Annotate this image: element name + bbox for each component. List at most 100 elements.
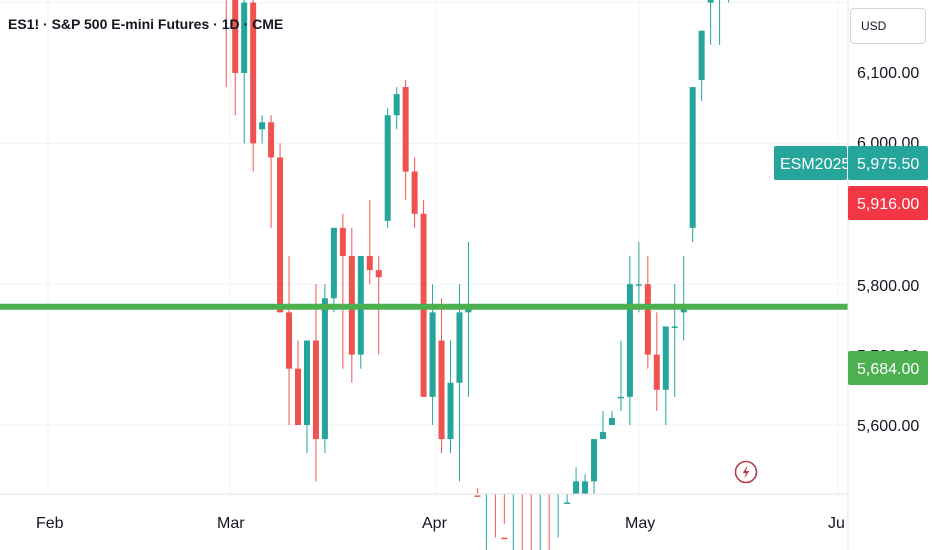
candle — [626, 256, 633, 425]
candlestick-series — [225, 0, 730, 550]
horizontal-levels[interactable] — [0, 0, 848, 310]
candle — [689, 87, 696, 242]
candle — [402, 80, 409, 200]
candle — [241, 0, 248, 144]
candle-body — [698, 30, 705, 81]
candle — [465, 241, 472, 397]
candle — [393, 87, 400, 130]
level-badge-red-label: 5,916.00 — [857, 196, 919, 213]
currency-label: USD — [861, 19, 887, 33]
candle-body — [617, 396, 624, 399]
candle-body — [384, 115, 391, 221]
candle-body — [232, 0, 239, 73]
candle-body — [599, 432, 606, 440]
candle — [521, 494, 523, 550]
level-badge-red[interactable]: 5,916.00 — [848, 186, 928, 220]
candle — [277, 143, 284, 313]
candle-body — [635, 284, 642, 286]
candle — [474, 488, 481, 497]
candle-body — [303, 340, 310, 425]
candle — [617, 340, 624, 411]
candle — [494, 494, 496, 538]
candle-body — [582, 481, 589, 494]
candle — [438, 298, 445, 454]
header-separator: · — [209, 16, 222, 32]
symbol-header[interactable]: ES1! · S&P 500 E-mini Futures · 1D · CME — [8, 16, 283, 32]
candle-body — [626, 284, 633, 397]
candle-body — [312, 340, 319, 440]
time-label-mar: Mar — [217, 515, 245, 532]
candle — [232, 0, 239, 116]
candle — [259, 115, 266, 144]
candle — [564, 494, 571, 504]
candle — [530, 494, 532, 550]
lightning-icon[interactable] — [734, 460, 758, 484]
header-separator: · — [39, 16, 52, 32]
candle — [671, 284, 678, 397]
candle — [384, 108, 391, 228]
candle-body — [671, 326, 678, 328]
candle — [268, 115, 275, 228]
symbol-exchange: CME — [252, 16, 284, 32]
candle — [225, 0, 227, 88]
last-price-badge[interactable]: ESM2025 5,975.50 — [774, 146, 928, 180]
candle — [295, 340, 302, 425]
currency-selector[interactable]: USD — [850, 8, 926, 44]
last-price-value: 5,975.50 — [857, 156, 919, 173]
time-label-jun: Ju — [828, 515, 845, 532]
candle — [456, 284, 463, 482]
candle-body — [241, 2, 248, 74]
candle-body — [501, 537, 508, 540]
candle — [512, 494, 514, 550]
candle-body — [250, 2, 257, 144]
candle-body — [644, 284, 651, 355]
candle-body — [339, 227, 346, 257]
candle — [330, 227, 337, 313]
level-badge-green[interactable]: 5,684.00 — [848, 351, 928, 385]
candle — [573, 467, 580, 494]
candle — [366, 199, 373, 285]
candle — [312, 284, 319, 482]
candle — [321, 284, 328, 454]
candle-body — [447, 382, 454, 440]
symbol-interval: 1D — [221, 16, 240, 32]
candle-body — [564, 502, 571, 504]
candle-body — [295, 368, 302, 425]
last-price-value-badge — [848, 146, 928, 180]
candle — [582, 474, 589, 494]
candle-body — [259, 122, 266, 130]
time-axis[interactable]: Feb Mar Apr May Ju — [0, 493, 848, 532]
time-label-apr: Apr — [422, 515, 448, 532]
candle — [698, 30, 705, 102]
candle-body — [277, 157, 284, 313]
candle — [591, 439, 598, 494]
candle-body — [429, 312, 436, 397]
candle — [485, 494, 487, 550]
candle-body — [321, 298, 328, 440]
price-axis[interactable]: 6,100.00 6,000.00 5,800.00 5,700.00 5,60… — [847, 0, 919, 550]
candle — [557, 494, 559, 538]
symbol-name: S&P 500 E-mini Futures — [51, 16, 210, 32]
symbol-ticker: ES1! — [8, 16, 40, 32]
candle-body — [393, 94, 400, 116]
price-tick-5600: 5,600.00 — [857, 418, 919, 435]
candle — [250, 0, 257, 172]
candle-body — [438, 340, 445, 440]
header-separator: · — [239, 16, 253, 32]
candle — [539, 494, 541, 550]
candle-body — [608, 417, 615, 425]
contract-badge — [774, 146, 847, 180]
price-tick-6100: 6,100.00 — [857, 65, 919, 82]
candle — [599, 410, 606, 440]
candle-body — [591, 439, 598, 482]
candle — [411, 157, 418, 228]
candle-body — [402, 87, 409, 172]
candle-body — [707, 0, 714, 3]
candle-body — [474, 495, 481, 497]
price-tick-5800: 5,800.00 — [857, 278, 919, 295]
candle — [719, 0, 721, 45]
candle — [548, 494, 550, 550]
candle-body — [268, 122, 275, 158]
candle-body — [330, 227, 337, 299]
